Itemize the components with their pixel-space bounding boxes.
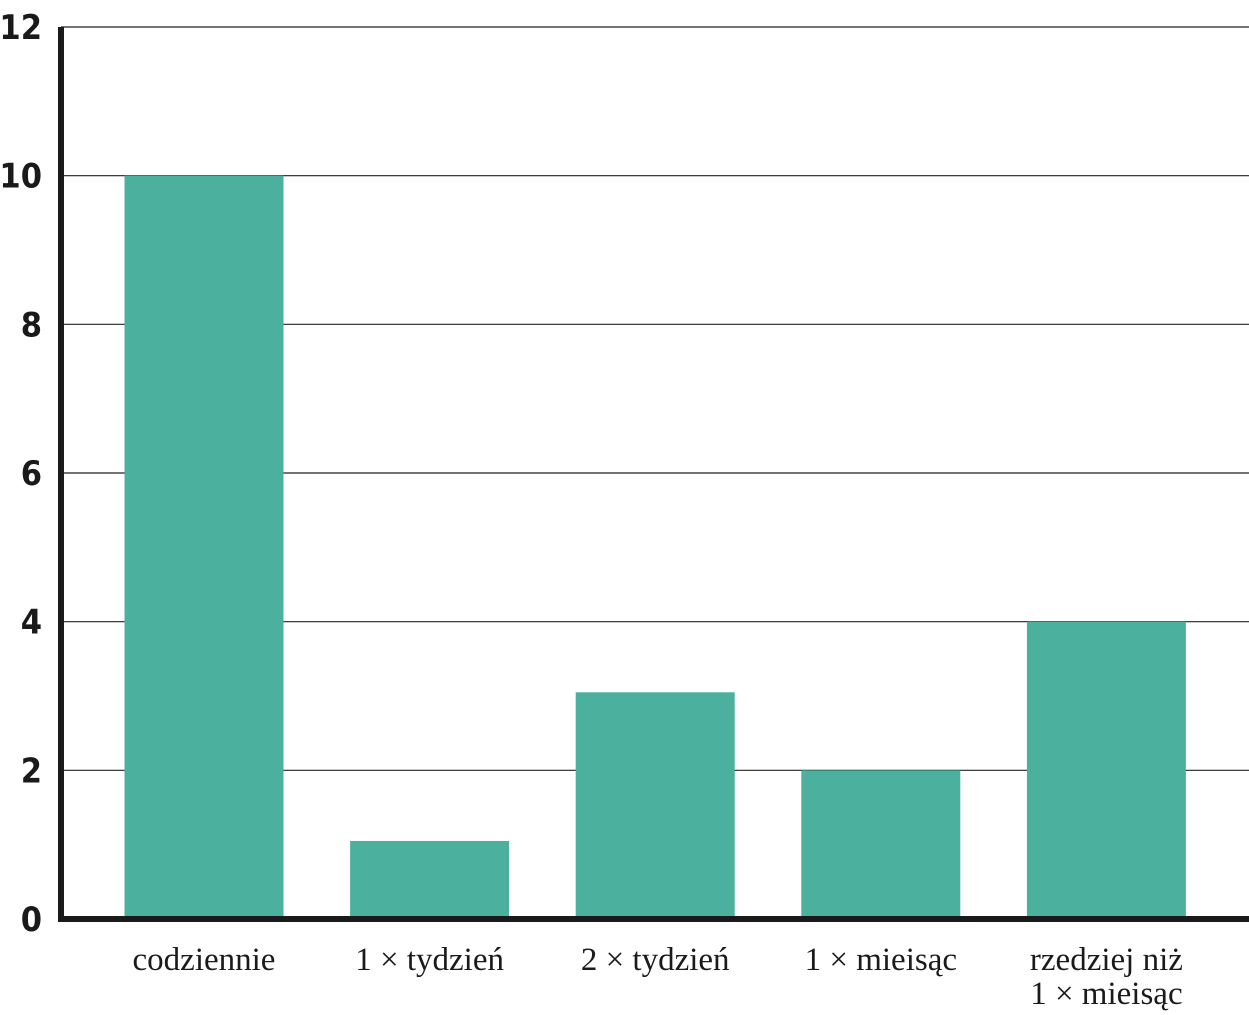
bar (575, 692, 735, 919)
x-tick-label: codziennie (133, 942, 276, 978)
bar (124, 175, 284, 919)
bars (124, 175, 1186, 919)
x-tick-label: 2 × tydzień (581, 942, 730, 978)
x-tick-labels: codziennie 1 × tydzień 2 × tydzień 1 × miei… (133, 942, 1183, 1012)
y-tick-label: 2 (21, 751, 42, 791)
x-tick-label: 1 × tydzień (355, 942, 504, 978)
y-tick-label: 8 (21, 305, 42, 345)
bar (350, 840, 510, 919)
bar (1026, 621, 1186, 919)
y-tick-label: 4 (21, 603, 42, 643)
bar (801, 770, 961, 919)
x-tick-label: rzedziej niż 1 × mieisąc (1030, 942, 1183, 1012)
y-tick-label: 0 (21, 900, 42, 940)
y-tick-label: 6 (21, 454, 42, 494)
y-tick-labels: 0 2 4 6 8 10 12 (0, 8, 42, 940)
x-tick-label: 1 × mieisąc (805, 942, 957, 978)
y-tick-label: 12 (0, 8, 42, 48)
y-tick-label: 10 (0, 157, 42, 197)
